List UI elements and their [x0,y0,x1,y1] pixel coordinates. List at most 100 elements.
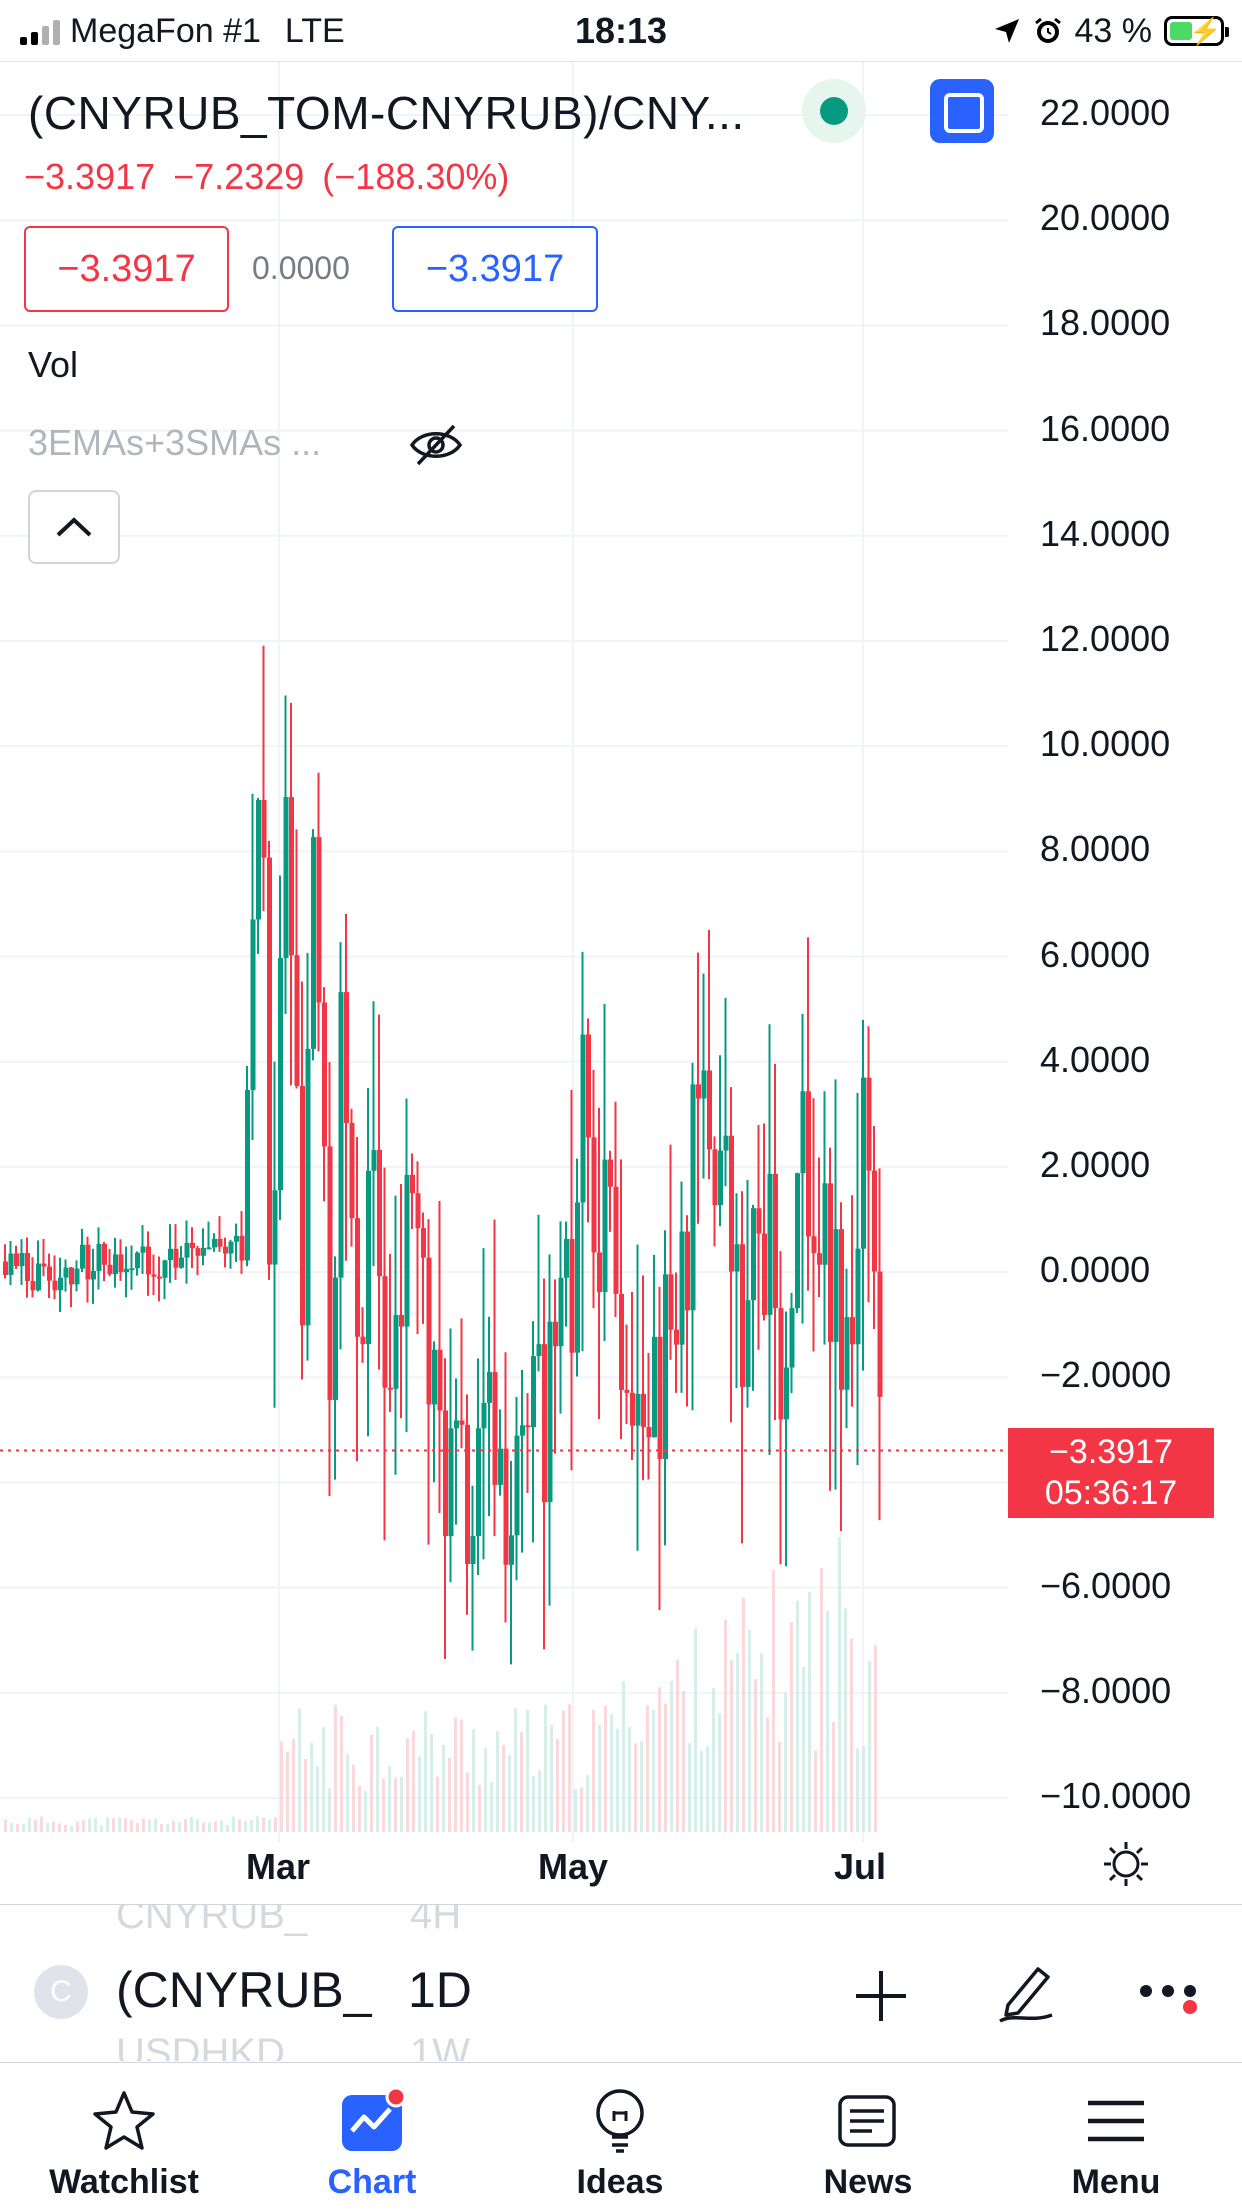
candle-body [30,1280,36,1291]
tab-watchlist[interactable]: Watchlist [0,2063,248,2209]
symbol-picker-prev[interactable]: CNYRUB_ [116,1905,308,1937]
volume-bar [16,1823,19,1832]
volume-bar [490,1781,493,1832]
buy-button[interactable]: −3.3917 [392,226,598,312]
candle-body [751,1208,756,1301]
candle-body [542,1344,547,1503]
y-tick-label: 6.0000 [1040,933,1151,975]
eye-hidden-icon[interactable] [408,420,464,470]
candle-body [223,1246,228,1254]
y-tick-label: 2.0000 [1040,1143,1151,1185]
candle-body [162,1260,168,1278]
volume-bar [154,1818,157,1832]
candle-body [349,1122,355,1219]
volume-bar [262,1817,265,1832]
change-value: −7.2329 [173,156,305,197]
y-tick-label: 10.0000 [1040,723,1171,765]
volume-bar [670,1680,673,1832]
volume-bar [736,1652,739,1832]
volume-bar [730,1660,733,1832]
candle-body [74,1268,80,1285]
interval-picker-next[interactable]: 1W [410,2031,470,2061]
candle-body [36,1263,41,1291]
x-tick-jul: Jul [834,1846,887,1887]
current-price-tag: −3.3917 05:36:17 [1008,1428,1214,1518]
x-tick-mar: Mar [246,1846,311,1887]
fullscreen-button[interactable] [930,79,994,143]
volume-bar [394,1778,397,1832]
volume-bar [190,1816,193,1832]
candle-body [569,1239,575,1353]
candle-body [311,837,316,1049]
candle-body [410,1174,415,1194]
pen-icon[interactable] [994,1961,1058,2025]
candle-body [685,1231,690,1311]
candle-body [481,1402,487,1429]
candle-body [635,1393,641,1426]
plus-icon[interactable] [852,1967,910,2025]
candle-body [234,1235,239,1242]
candle-body [366,1170,371,1345]
battery-icon: ⚡ [1164,16,1229,46]
symbol-picker-next[interactable]: USDHKD [116,2031,285,2061]
candle-body [448,1428,454,1537]
volume-bar [634,1743,637,1832]
volume-bar [274,1817,277,1832]
volume-bar [664,1703,667,1832]
volume-bar [100,1825,103,1832]
candle-body [844,1317,850,1390]
volume-indicator-label[interactable]: Vol [28,344,79,385]
candle-body [514,1435,520,1536]
chart-area[interactable] [0,62,1242,1902]
more-icon[interactable] [1138,1975,1204,2019]
volume-bar [682,1691,685,1832]
candle-body [91,1270,96,1280]
indicator-label[interactable]: 3EMAs+3SMAs ... [28,422,322,463]
candle-body [459,1420,465,1425]
lightbulb-icon [596,2089,644,2153]
tab-ideas[interactable]: Ideas [496,2063,744,2209]
candle-body [245,1089,250,1261]
candle-body [745,1300,751,1387]
candle-body [107,1264,113,1275]
candle-body [316,837,322,1003]
volume-bar [418,1756,421,1832]
chart-icon [342,2086,407,2151]
interval-picker[interactable]: 1D [408,1962,472,2018]
volume-bar [376,1726,379,1832]
candle-body [701,1070,707,1099]
symbol-title[interactable]: (CNYRUB_TOM-CNYRUB)/CNY... [28,87,745,139]
chart-settings-icon[interactable] [1100,1838,1152,1890]
collapse-legend-button[interactable] [28,490,120,564]
volume-bar [40,1816,43,1832]
change-percent: (−188.30%) [322,156,510,197]
volume-bar [550,1724,553,1832]
tab-news[interactable]: News [744,2063,992,2209]
volume-bar [28,1817,31,1832]
volume-bar [208,1822,211,1832]
candle-body [586,1034,591,1138]
volume-bar [22,1824,25,1832]
volume-bar [808,1592,811,1832]
tab-menu[interactable]: Menu [992,2063,1240,2209]
tab-chart[interactable]: Chart [248,2063,496,2209]
volume-bar [676,1659,679,1832]
price-chart[interactable] [0,62,1242,1902]
volume-bar [424,1711,427,1832]
market-status-indicator[interactable] [802,79,866,143]
candle-body [520,1425,525,1436]
candle-body [663,1274,668,1460]
candle-body [289,797,294,956]
volume-bar [856,1748,859,1832]
volume-bar [256,1816,259,1832]
sell-button[interactable]: −3.3917 [24,226,229,312]
volume-bar [616,1729,619,1832]
interval-picker-prev[interactable]: 4H [410,1905,462,1937]
y-tick-label: −10.0000 [1040,1775,1192,1816]
candle-body [476,1428,481,1537]
status-left: MegaFon #1 LTE [20,8,345,54]
candle-body [454,1420,459,1429]
symbol-picker[interactable]: (CNYRUB_ [116,1962,372,2018]
volume-bar [766,1717,769,1832]
tab-label: Chart [327,2163,417,2201]
